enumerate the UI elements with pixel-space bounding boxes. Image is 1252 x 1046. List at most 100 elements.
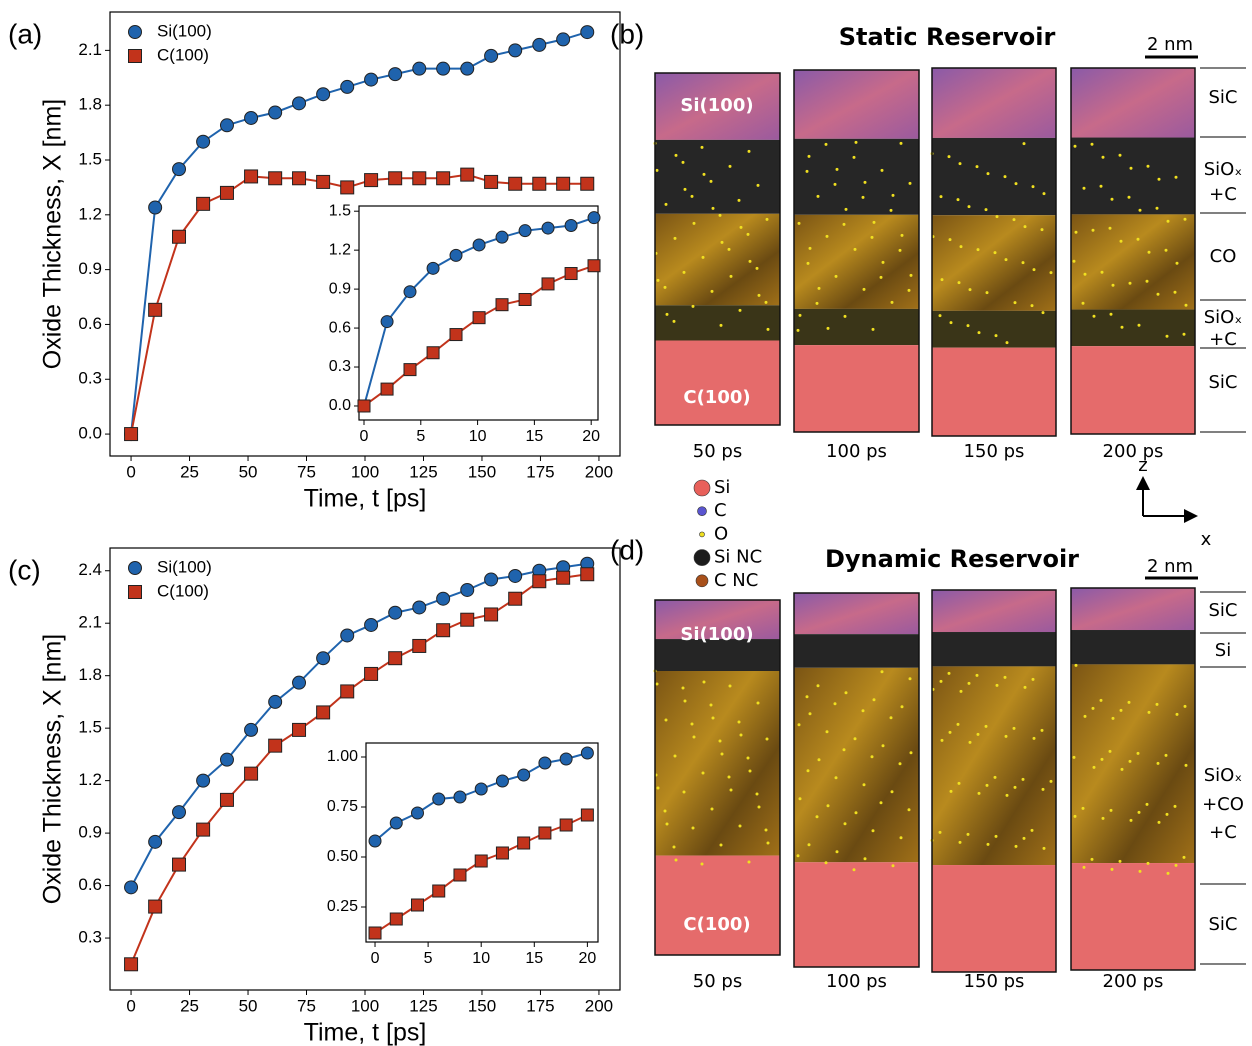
oxygen-atom	[690, 722, 694, 726]
oxygen-atom	[1145, 279, 1149, 283]
atom-layer	[794, 70, 919, 139]
atom-legend-marker	[699, 531, 705, 538]
oxygen-atom	[1138, 208, 1142, 212]
oxygen-atom	[824, 142, 828, 146]
oxygen-atom	[958, 162, 962, 166]
oxygen-atom	[1004, 258, 1008, 262]
oxygen-atom	[728, 684, 732, 688]
oxygen-atom	[900, 705, 904, 709]
marker	[559, 818, 573, 832]
oxygen-atom	[1041, 311, 1045, 315]
oxygen-atom	[701, 255, 705, 259]
oxygen-atom	[1042, 846, 1046, 850]
oxygen-atom	[727, 247, 731, 251]
atom-legend-marker	[693, 549, 711, 566]
marker	[484, 48, 499, 63]
marker	[219, 792, 234, 807]
oxygen-atom	[985, 291, 989, 295]
oxygen-atom	[1182, 855, 1186, 859]
oxygen-atom	[757, 805, 761, 809]
oxygen-atom	[1109, 312, 1113, 316]
y-tick-label: 2.1	[78, 613, 102, 632]
atom-layer	[1071, 68, 1195, 138]
oxygen-atom	[861, 195, 865, 199]
oxygen-atom	[719, 323, 723, 327]
oxygen-atom	[764, 300, 768, 304]
panel-label: (a)	[8, 18, 42, 49]
oxygen-atom	[842, 222, 846, 226]
oxygen-atom	[1157, 177, 1161, 181]
marker	[518, 224, 532, 238]
marker	[292, 722, 307, 737]
oxygen-atom	[796, 854, 800, 858]
oxygen-atom	[1100, 270, 1104, 274]
plot-frame	[365, 742, 599, 943]
atom-legend-marker	[697, 506, 707, 517]
oxygen-atom	[1147, 710, 1151, 714]
marker	[388, 651, 403, 666]
marker	[364, 72, 379, 87]
oxygen-atom	[854, 140, 858, 144]
oxygen-atom	[985, 783, 989, 787]
y-tick-label: 0.0	[329, 397, 351, 414]
oxygen-atom	[909, 273, 913, 277]
oxygen-atom	[891, 193, 895, 197]
oxygen-atom	[1146, 861, 1150, 865]
oxygen-atom	[756, 701, 760, 705]
atom-layer	[794, 214, 919, 309]
oxygen-atom	[1110, 867, 1114, 871]
oxygen-atom	[1108, 226, 1112, 230]
oxygen-atom	[681, 686, 685, 690]
marker	[559, 752, 573, 766]
oxygen-atom	[815, 301, 819, 305]
oxygen-atom	[1173, 804, 1177, 808]
atom-layer	[794, 634, 919, 668]
y-tick-label: 0.9	[329, 280, 351, 297]
oxygen-atom	[757, 293, 761, 297]
oxygen-atom	[766, 327, 770, 331]
snapshot-frame	[1070, 67, 1196, 435]
legend-marker	[128, 49, 142, 63]
oxygen-atom	[862, 287, 866, 291]
oxygen-atom	[756, 183, 760, 187]
layer-label: CO	[1210, 246, 1237, 267]
atom-layer	[655, 639, 780, 671]
time-label: 50 ps	[693, 971, 742, 992]
oxygen-atom	[746, 232, 750, 236]
oxygen-atom	[1174, 863, 1178, 867]
oxygen-atom	[843, 314, 847, 318]
panel-title: Dynamic Reservoir	[825, 545, 1079, 573]
marker	[268, 105, 283, 120]
oxygen-atom	[1145, 802, 1149, 806]
marker	[587, 259, 601, 273]
oxygen-atom	[880, 670, 884, 674]
y-axis-label: Oxide Thickness, X [nm]	[39, 634, 67, 904]
oxygen-atom	[711, 716, 715, 720]
oxygen-atom	[798, 797, 802, 801]
oxygen-atom	[1040, 728, 1044, 732]
x-tick-label: 100	[351, 462, 379, 481]
layer-label: SiOₓ	[1204, 159, 1243, 180]
oxygen-atom	[956, 722, 960, 726]
x-tick-label: 200	[585, 462, 613, 481]
time-label: 200 ps	[1103, 441, 1164, 462]
marker	[460, 61, 475, 76]
oxygen-atom	[1074, 230, 1078, 234]
layer-label: SiOₓ	[1204, 765, 1243, 786]
oxygen-atom	[663, 809, 667, 813]
oxygen-atom	[682, 790, 686, 794]
oxygen-atom	[1091, 706, 1095, 710]
oxygen-atom	[938, 314, 942, 318]
oxygen-atom	[1042, 192, 1046, 196]
atom-layer	[932, 666, 1056, 866]
oxygen-atom	[1166, 871, 1170, 875]
oxygen-atom	[966, 324, 970, 328]
x-tick-label: 175	[526, 996, 554, 1015]
oxygen-atom	[728, 164, 732, 168]
marker	[244, 766, 259, 781]
oxygen-atom	[889, 716, 893, 720]
atom-layer	[655, 600, 780, 640]
oxygen-atom	[765, 737, 769, 741]
legend-label: Si(100)	[157, 557, 212, 576]
oxygen-atom	[1005, 341, 1009, 345]
